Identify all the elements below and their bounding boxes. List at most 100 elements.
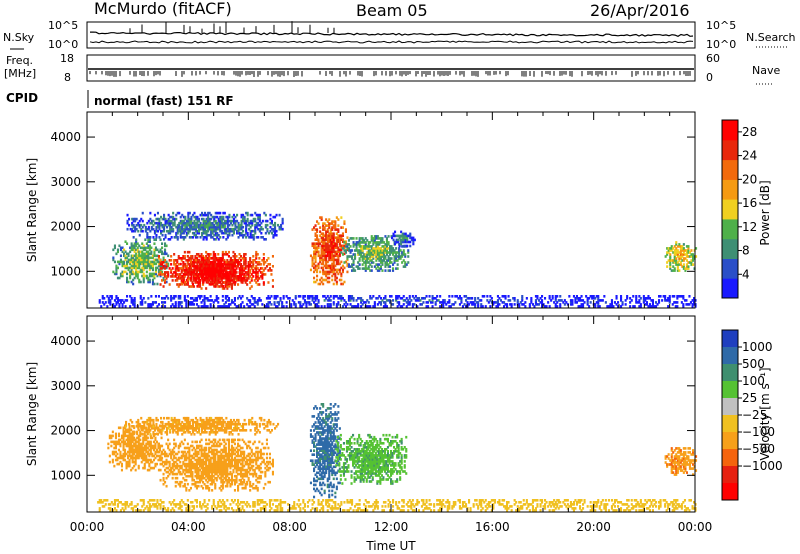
heatmap-cell bbox=[651, 305, 654, 308]
heatmap-cell bbox=[332, 234, 335, 237]
heatmap-cell bbox=[188, 217, 191, 221]
heatmap-cell bbox=[125, 466, 128, 470]
heatmap-cell bbox=[208, 256, 211, 260]
heatmap-cell bbox=[322, 278, 325, 282]
heatmap-cell bbox=[393, 249, 396, 252]
heatmap-cell bbox=[271, 285, 274, 288]
heatmap-cell bbox=[344, 230, 347, 233]
heatmap-cell bbox=[137, 438, 140, 442]
heatmap-cell bbox=[232, 255, 235, 258]
heatmap-cell bbox=[251, 233, 254, 237]
heatmap-cell bbox=[272, 223, 275, 227]
heatmap-cell bbox=[340, 260, 343, 264]
heatmap-cell bbox=[197, 452, 200, 456]
heatmap-cell bbox=[676, 251, 679, 254]
heatmap-cell bbox=[684, 267, 687, 270]
heatmap-cell bbox=[154, 258, 157, 262]
heatmap-cell bbox=[645, 301, 648, 304]
heatmap-cell bbox=[326, 250, 329, 254]
heatmap-cell bbox=[151, 272, 154, 276]
heatmap-cell bbox=[227, 305, 230, 308]
heatmap-cell bbox=[124, 448, 127, 452]
heatmap-cell bbox=[316, 264, 319, 268]
heatmap-cell bbox=[253, 297, 256, 300]
heatmap-cell bbox=[139, 442, 142, 446]
nsky-tick-top: 10^5 bbox=[48, 19, 78, 32]
heatmap-cell bbox=[211, 464, 214, 468]
heatmap-cell bbox=[155, 229, 158, 233]
heatmap-cell bbox=[349, 299, 352, 302]
heatmap-cell bbox=[384, 249, 387, 252]
heatmap-cell bbox=[182, 470, 185, 474]
heatmap-cell bbox=[243, 255, 246, 258]
heatmap-cell bbox=[340, 299, 343, 302]
heatmap-cell bbox=[174, 466, 177, 470]
heatmap-cell bbox=[406, 244, 409, 248]
heatmap-cell bbox=[131, 454, 134, 458]
heatmap-cell bbox=[376, 257, 379, 260]
heatmap-cell bbox=[563, 299, 566, 302]
heatmap-cell bbox=[177, 303, 180, 306]
heatmap-cell bbox=[512, 297, 515, 300]
heatmap-cell bbox=[583, 301, 586, 304]
heatmap-cell bbox=[446, 301, 449, 304]
heatmap-cell bbox=[260, 221, 263, 225]
heatmap-cell bbox=[150, 219, 153, 223]
heatmap-cell bbox=[248, 223, 251, 227]
heatmap-cell bbox=[208, 464, 211, 468]
heatmap-cell bbox=[185, 227, 188, 231]
heatmap-cell bbox=[127, 444, 130, 448]
heatmap-cell bbox=[199, 272, 202, 276]
heatmap-cell bbox=[176, 273, 179, 276]
heatmap-cell bbox=[135, 264, 138, 268]
heatmap-cell bbox=[390, 295, 393, 298]
heatmap-cell bbox=[427, 305, 430, 308]
heatmap-cell bbox=[431, 295, 434, 298]
heatmap-cell bbox=[180, 454, 183, 458]
heatmap-cell bbox=[169, 215, 172, 219]
heatmap-cell bbox=[458, 297, 461, 300]
heatmap-cell bbox=[302, 297, 305, 300]
heatmap-cell bbox=[238, 253, 241, 256]
heatmap-cell bbox=[328, 236, 331, 239]
heatmap-cell bbox=[174, 271, 177, 274]
heatmap-cell bbox=[366, 253, 369, 256]
heatmap-cell bbox=[150, 260, 153, 264]
heatmap-cell bbox=[389, 247, 392, 250]
heatmap-cell bbox=[232, 276, 235, 280]
heatmap-cell bbox=[242, 225, 245, 229]
heatmap-cell bbox=[340, 295, 343, 298]
heatmap-cell bbox=[314, 295, 317, 298]
heatmap-cell bbox=[338, 252, 341, 256]
heatmap-cell bbox=[256, 267, 259, 270]
heatmap-cell bbox=[151, 254, 154, 258]
heatmap-cell bbox=[328, 256, 331, 260]
heatmap-cell bbox=[249, 275, 252, 278]
heatmap-cell bbox=[133, 430, 136, 434]
heatmap-cell bbox=[183, 478, 186, 482]
heatmap-cell bbox=[322, 246, 325, 250]
heatmap-cell bbox=[474, 297, 477, 300]
heatmap-cell bbox=[278, 213, 281, 217]
heatmap-cell bbox=[154, 266, 157, 270]
heatmap-cell bbox=[208, 274, 211, 278]
heatmap-cell bbox=[192, 279, 195, 282]
heatmap-cell bbox=[128, 424, 131, 428]
heatmap-cell bbox=[489, 305, 492, 308]
heatmap-cell bbox=[182, 442, 185, 446]
heatmap-cell bbox=[192, 462, 195, 466]
heatmap-cell bbox=[267, 231, 270, 235]
heatmap-cell bbox=[360, 253, 363, 256]
heatmap-cell bbox=[132, 278, 135, 282]
heatmap-cell bbox=[252, 265, 255, 268]
heatmap-cell bbox=[341, 253, 344, 256]
heatmap-cell bbox=[262, 253, 265, 256]
heatmap-cell bbox=[163, 217, 166, 221]
heatmap-cell bbox=[213, 262, 216, 266]
heatmap-cell bbox=[693, 303, 696, 306]
heatmap-cell bbox=[370, 259, 373, 262]
heatmap-cell bbox=[199, 480, 202, 484]
heatmap-cell bbox=[245, 223, 248, 227]
heatmap-cell bbox=[129, 227, 132, 231]
heatmap-cell bbox=[129, 295, 132, 298]
